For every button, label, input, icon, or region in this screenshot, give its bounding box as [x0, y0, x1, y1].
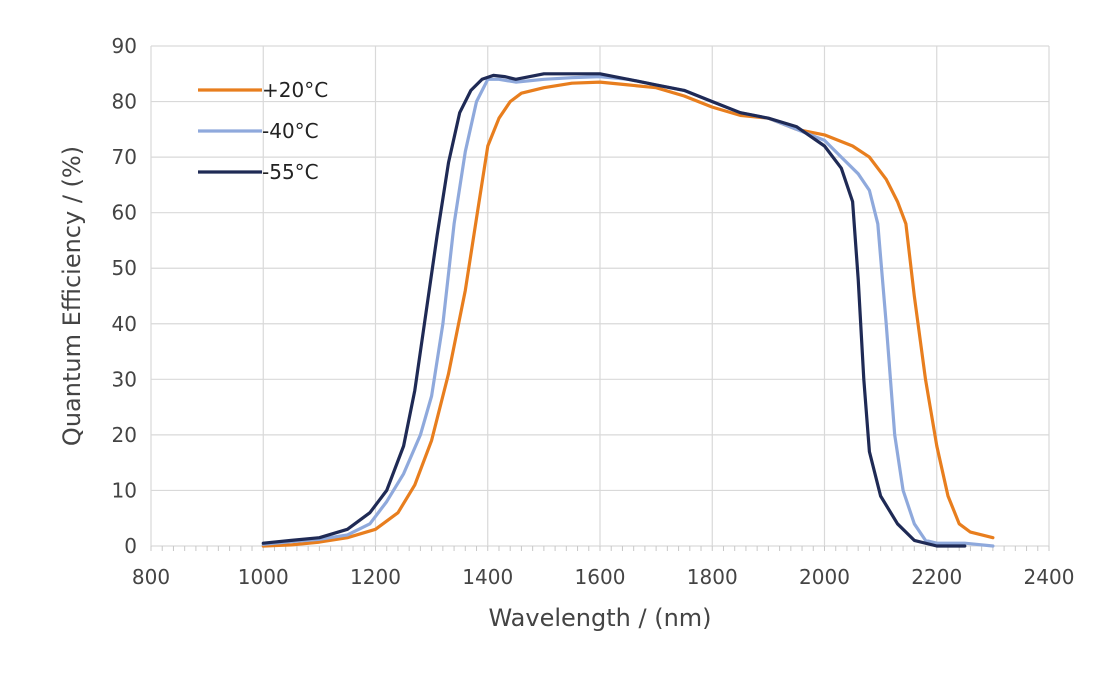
x-tick-labels: 800 1000 1200 1400 1600 1800 2000 2200 2400: [132, 565, 1075, 589]
x-tick-label: 1200: [350, 565, 401, 589]
y-tick-label: 30: [112, 367, 137, 391]
y-tick-label: 10: [112, 478, 137, 502]
x-tick-label: 2400: [1024, 565, 1075, 589]
legend-label: +20°C: [262, 78, 328, 102]
y-tick-label: 0: [124, 534, 137, 558]
x-tick-label: 800: [132, 565, 170, 589]
x-tick-label: 2200: [911, 565, 962, 589]
y-tick-label: 20: [112, 423, 137, 447]
series-line-0: [261, 80, 995, 548]
minor-ticks: [150, 546, 1050, 551]
x-tick-label: 1000: [238, 565, 289, 589]
legend-label: -40°C: [262, 119, 319, 143]
x-axis-title: Wavelength / (nm): [488, 604, 711, 632]
legend: +20°C -40°C -55°C: [198, 78, 328, 184]
y-tick-label: 70: [112, 145, 137, 169]
legend-label: -55°C: [262, 160, 319, 184]
x-tick-label: 2000: [799, 565, 850, 589]
series-line-1: [261, 75, 995, 548]
y-tick-label: 60: [112, 201, 137, 225]
x-tick-label: 1800: [687, 565, 738, 589]
series-lines: [261, 72, 995, 548]
y-tick-label: 90: [112, 34, 137, 58]
y-axis-title: Quantum Efficiency / (%): [58, 146, 86, 446]
series-line-2: [261, 72, 967, 548]
y-tick-label: 40: [112, 312, 137, 336]
grid: [150, 45, 1050, 547]
y-tick-label: 50: [112, 256, 137, 280]
x-tick-label: 1400: [462, 565, 513, 589]
y-tick-label: 80: [112, 90, 137, 114]
y-tick-labels: 0 10 20 30 40 50 60 70 80 90: [112, 34, 137, 558]
x-tick-label: 1600: [575, 565, 626, 589]
